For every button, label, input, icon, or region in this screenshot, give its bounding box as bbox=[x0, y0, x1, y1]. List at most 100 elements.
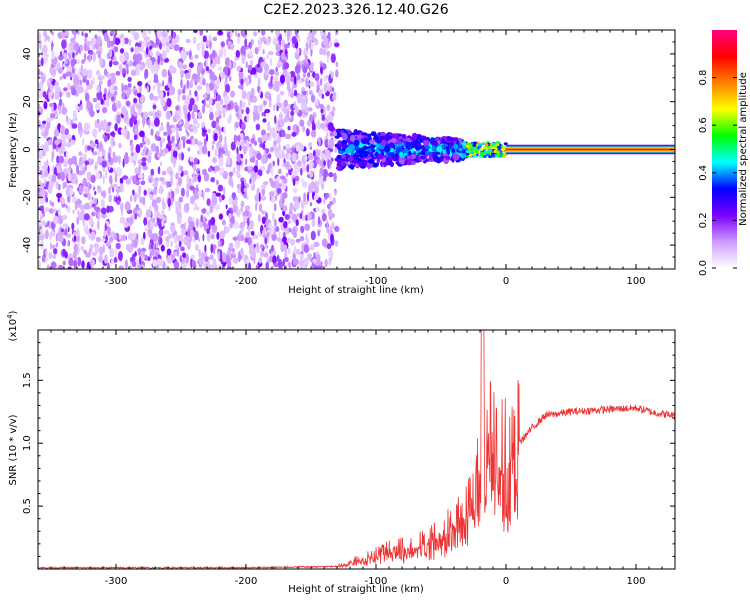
heatmap-cell bbox=[140, 247, 147, 253]
heatmap-cell bbox=[103, 135, 108, 143]
heatmap-cell bbox=[271, 233, 277, 241]
heatmap-cell bbox=[65, 204, 68, 209]
heatmap-cell bbox=[182, 252, 187, 259]
heatmap-cell bbox=[266, 231, 270, 238]
heatmap-cell bbox=[250, 39, 254, 45]
heatmap-cell bbox=[419, 155, 426, 160]
heatmap-cell bbox=[197, 64, 203, 72]
heatmap-cell bbox=[308, 142, 313, 148]
heatmap-cell bbox=[284, 214, 290, 220]
heatmap-cell bbox=[488, 155, 493, 159]
heatmap-cell bbox=[185, 253, 189, 264]
heatmap-cell bbox=[313, 241, 320, 247]
heatmap-cell bbox=[272, 84, 276, 91]
heatmap-cell bbox=[73, 243, 78, 253]
heatmap-cell bbox=[326, 219, 329, 230]
heatmap-cell bbox=[331, 221, 335, 230]
heatmap-cell bbox=[471, 147, 476, 151]
heatmap-cell bbox=[491, 154, 496, 158]
heatmap-cell bbox=[290, 92, 295, 99]
heatmap-cell bbox=[284, 249, 288, 259]
heatmap-cell bbox=[113, 256, 118, 263]
heatmap-cell bbox=[205, 103, 211, 108]
heatmap-cell bbox=[92, 151, 98, 156]
heatmap-cell bbox=[40, 84, 44, 91]
heatmap-cell bbox=[72, 117, 75, 124]
heatmap-cell bbox=[273, 203, 277, 212]
heatmap-cell bbox=[98, 255, 103, 263]
heatmap-cell bbox=[109, 175, 113, 184]
heatmap-cell bbox=[186, 50, 189, 56]
heatmap-cell bbox=[116, 166, 122, 177]
heatmap-cell bbox=[280, 52, 286, 61]
heatmap-cell bbox=[203, 215, 206, 222]
heatmap-cell bbox=[147, 228, 153, 238]
heatmap-cell bbox=[109, 247, 115, 258]
heatmap-cell bbox=[321, 213, 327, 222]
heatmap-cell bbox=[185, 139, 192, 144]
heatmap-cell bbox=[331, 213, 335, 218]
heatmap-cell bbox=[89, 243, 94, 250]
heatmap-cell bbox=[418, 145, 425, 150]
heatmap-cell bbox=[237, 171, 240, 179]
heatmap-cell bbox=[320, 77, 323, 87]
heatmap-cell bbox=[144, 145, 147, 153]
heatmap-cell bbox=[48, 208, 54, 214]
heatmap-cell bbox=[278, 61, 283, 67]
heatmap-cell bbox=[203, 98, 206, 107]
heatmap-cell bbox=[446, 146, 450, 151]
heatmap-cell bbox=[189, 195, 196, 205]
heatmap-cell bbox=[53, 248, 58, 255]
heatmap-cell bbox=[271, 195, 276, 203]
heatmap-cell bbox=[138, 208, 142, 218]
heatmap-cell bbox=[234, 238, 241, 249]
heatmap-cell bbox=[319, 167, 324, 176]
heatmap-cell bbox=[139, 94, 146, 104]
heatmap-cell bbox=[409, 136, 413, 141]
heatmap-cell bbox=[257, 137, 262, 144]
heatmap-cell bbox=[226, 266, 233, 269]
heatmap-cell bbox=[296, 212, 300, 217]
heatmap-cell bbox=[321, 93, 324, 99]
heatmap-cell bbox=[73, 259, 77, 269]
heatmap-cell bbox=[175, 208, 181, 215]
heatmap-cell bbox=[441, 144, 447, 150]
heatmap-cell bbox=[322, 48, 327, 56]
heatmap-cell bbox=[91, 211, 96, 217]
heatmap-cell bbox=[472, 143, 477, 147]
heatmap-cell bbox=[245, 61, 248, 69]
heatmap-cell bbox=[179, 165, 184, 172]
heatmap-cell bbox=[357, 161, 363, 166]
heatmap-cell bbox=[49, 230, 55, 237]
heatmap-cell bbox=[311, 262, 316, 269]
heatmap-cell bbox=[71, 58, 77, 65]
heatmap-cell bbox=[265, 261, 269, 269]
heatmap-cell bbox=[119, 234, 122, 242]
heatmap-cell bbox=[162, 150, 166, 157]
snr-xtick-label: 100 bbox=[626, 576, 645, 587]
heatmap-cell bbox=[133, 134, 138, 141]
heatmap-cell bbox=[190, 55, 193, 61]
heatmap-cell bbox=[491, 142, 496, 146]
heatmap-cell bbox=[83, 249, 87, 254]
heatmap-cell bbox=[114, 174, 118, 183]
heatmap-cell bbox=[246, 195, 249, 201]
heatmap-cell bbox=[142, 117, 145, 128]
heatmap-cell bbox=[38, 151, 44, 160]
heatmap-cell bbox=[214, 110, 219, 118]
snr-xtick-label: 0 bbox=[503, 576, 509, 587]
heatmap-cell bbox=[132, 189, 135, 196]
heatmap-cell bbox=[94, 139, 99, 145]
heatmap-cell bbox=[462, 140, 467, 147]
heatmap-cell bbox=[326, 104, 331, 112]
heatmap-cell bbox=[273, 144, 278, 153]
heatmap-cell bbox=[150, 128, 154, 136]
heatmap-cell bbox=[321, 238, 328, 247]
heatmap-cell bbox=[206, 228, 210, 234]
heatmap-cell bbox=[187, 147, 191, 152]
spectrogram-xtick-label: 0 bbox=[503, 276, 509, 287]
heatmap-cell bbox=[81, 260, 85, 269]
